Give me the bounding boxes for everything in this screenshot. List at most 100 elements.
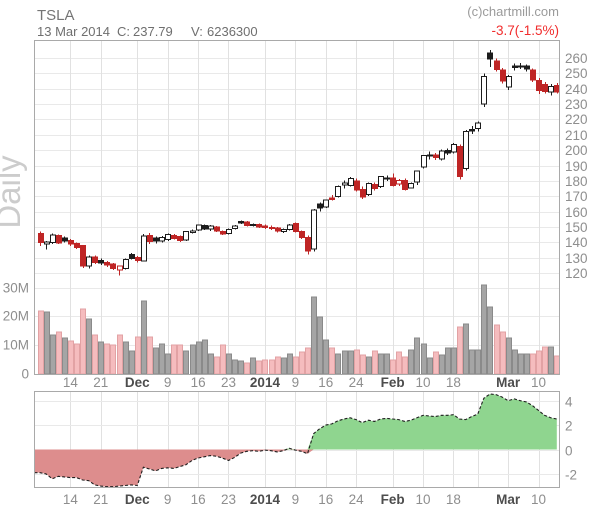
timeframe-watermark: Daily [0, 155, 27, 229]
volume-bar [196, 341, 202, 375]
volume-bar [38, 310, 44, 375]
x-axis-label: 24 [349, 375, 365, 390]
volume-bar [335, 353, 341, 375]
x-axis-label: 16 [191, 492, 206, 507]
price-tick-label: 150 [565, 220, 588, 235]
candle-body [196, 224, 202, 231]
volume-value: 6236300 [207, 24, 258, 39]
candle-body [494, 60, 500, 70]
volume-bar [171, 344, 177, 375]
candle-body [269, 226, 275, 230]
volume-bar [463, 323, 469, 375]
candle-body [62, 237, 68, 242]
volume-bar [390, 359, 396, 375]
volume-bar [402, 356, 408, 375]
x-axis-label: 18 [446, 375, 461, 390]
candle-body [408, 182, 414, 189]
price-tick-label: 140 [565, 235, 588, 250]
candle-body [500, 69, 506, 82]
price-pane-gridlines [34, 40, 560, 375]
quote-date: 13 Mar 2014 [37, 24, 110, 39]
candle-body [463, 130, 469, 170]
candle-body [542, 84, 548, 92]
volume-bar [518, 353, 524, 375]
x-axis-label: 23 [221, 375, 236, 390]
plot-border [34, 40, 560, 375]
candle-body [439, 150, 445, 160]
volume-bar [536, 350, 542, 375]
volume-bar [372, 350, 378, 375]
candle-body [220, 231, 226, 235]
volume-bar [86, 318, 92, 375]
candle-body [208, 225, 214, 230]
candle-body [311, 209, 317, 250]
volume-bar [153, 347, 159, 375]
candle-body [50, 234, 56, 243]
indicator-tick-label: 0 [565, 444, 573, 459]
volume-bar [457, 326, 463, 375]
volume-bar [250, 357, 256, 375]
volume-bar [256, 360, 262, 375]
volume-bar [80, 308, 86, 375]
candle-body [548, 85, 554, 93]
copyright-link[interactable]: (c)chartmill.com [467, 4, 559, 19]
candle-body [153, 237, 159, 242]
candle-body [414, 170, 420, 183]
price-tick-label: 120 [565, 266, 588, 281]
volume-bar [293, 356, 299, 375]
candle-body [366, 182, 372, 196]
candle-body [123, 258, 129, 269]
candle-body [433, 154, 439, 158]
candle-body [342, 182, 348, 186]
x-axis-label: Dec [125, 375, 150, 390]
x-axis-label: Mar [496, 375, 521, 390]
volume-bar [311, 296, 317, 375]
volume-bar [220, 344, 226, 375]
volume-bar [92, 334, 98, 375]
price-change: -3.7(-1.5%) [491, 23, 559, 38]
volume-bar [165, 353, 171, 375]
indicator-negative-fill [34, 449, 557, 487]
candle-body [421, 154, 427, 168]
volume-bar [542, 346, 548, 375]
candle-body [317, 203, 323, 209]
x-axis-label: 10 [416, 492, 431, 507]
volume-bar [548, 346, 554, 375]
x-axis-label: 10 [531, 375, 546, 390]
volume-bar [98, 341, 104, 375]
candle-body [281, 228, 287, 233]
volume-bar [354, 349, 360, 375]
volume-bar [524, 353, 530, 375]
volume-tick-label: 10M [3, 338, 29, 353]
candle-body [487, 52, 493, 60]
price-tick-label: 240 [565, 82, 588, 97]
volume-bar [44, 311, 50, 375]
candle-body [159, 236, 165, 242]
candle-body [360, 188, 366, 198]
candle-body [147, 235, 153, 243]
axis-labels: 2602502402302202102001901801701601501401… [3, 51, 588, 507]
indicator-tick-label: 4 [565, 395, 573, 410]
candle-body [92, 256, 98, 263]
candle-body [68, 239, 74, 245]
volume-bar [408, 349, 414, 375]
ticker-symbol: TSLA [37, 7, 75, 24]
volume-bar [275, 356, 281, 375]
candle-body [372, 184, 378, 189]
candle-body [202, 225, 208, 230]
candle-body [171, 234, 177, 239]
volume-tick-label: 0 [21, 367, 29, 382]
close-label: C: [117, 24, 130, 39]
indicator-tick-label: 2 [565, 419, 573, 434]
price-tick-label: 170 [565, 189, 588, 204]
candle-body [250, 223, 256, 227]
x-axis-label: 14 [63, 375, 79, 390]
candle-body [74, 243, 80, 249]
x-axis-label: Feb [381, 375, 405, 390]
volume-bar [414, 337, 420, 375]
volume-bar [469, 349, 475, 375]
volume-bar [475, 349, 481, 375]
candle-body [80, 245, 86, 267]
volume-bar [183, 350, 189, 375]
volume-bar [439, 354, 445, 375]
